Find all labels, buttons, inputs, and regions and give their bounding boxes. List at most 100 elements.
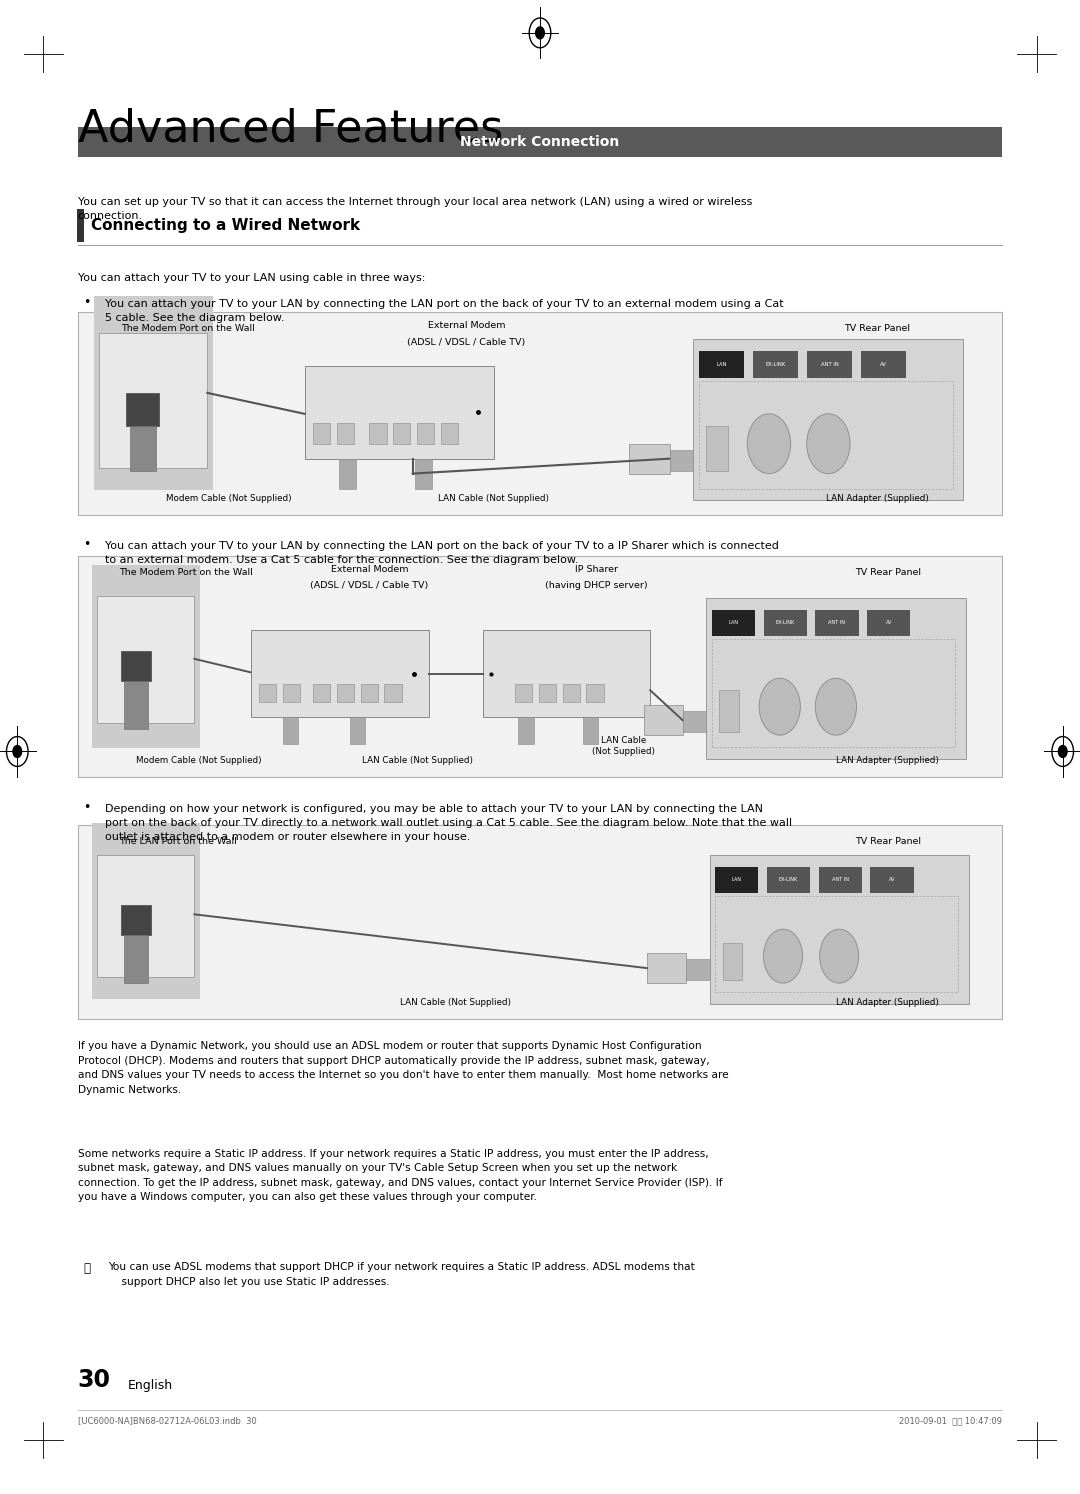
Text: You can set up your TV so that it can access the Internet through your local are: You can set up your TV so that it can ac… xyxy=(78,197,752,221)
Text: •: • xyxy=(83,801,91,814)
Text: LAN Cable (Not Supplied): LAN Cable (Not Supplied) xyxy=(438,495,549,503)
Text: If you have a Dynamic Network, you should use an ADSL modem or router that suppo: If you have a Dynamic Network, you shoul… xyxy=(78,1041,728,1095)
Circle shape xyxy=(759,678,800,735)
Bar xyxy=(313,423,330,444)
Text: The LAN Port on the Wall: The LAN Port on the Wall xyxy=(119,837,237,846)
Text: (ADSL / VDSL / Cable TV): (ADSL / VDSL / Cable TV) xyxy=(407,338,526,347)
Bar xyxy=(78,312,1002,515)
Text: 30: 30 xyxy=(78,1369,111,1392)
Bar xyxy=(518,717,534,744)
Bar xyxy=(337,423,354,444)
Text: ANT IN: ANT IN xyxy=(821,362,838,368)
Text: Some networks require a Static IP address. If your network requires a Static IP : Some networks require a Static IP addres… xyxy=(78,1149,723,1203)
Bar xyxy=(515,684,532,702)
Text: You can attach your TV to your LAN by connecting the LAN port on the back of you: You can attach your TV to your LAN by co… xyxy=(105,299,783,323)
Text: LAN Cable (Not Supplied): LAN Cable (Not Supplied) xyxy=(401,998,511,1007)
Bar xyxy=(283,717,298,744)
Text: Depending on how your network is configured, you may be able to attach your TV t: Depending on how your network is configu… xyxy=(105,804,792,841)
Text: LAN: LAN xyxy=(731,877,742,883)
Circle shape xyxy=(764,929,802,983)
Text: ⓑ: ⓑ xyxy=(83,1262,91,1276)
Text: Advanced Features: Advanced Features xyxy=(78,108,503,151)
Bar xyxy=(415,459,432,489)
Bar xyxy=(819,867,862,893)
Text: ANT IN: ANT IN xyxy=(828,620,846,626)
Bar xyxy=(715,867,758,893)
Bar xyxy=(647,953,686,983)
Bar xyxy=(723,943,742,980)
Bar xyxy=(361,684,378,702)
Text: 2010-09-01  오전 10:47:09: 2010-09-01 오전 10:47:09 xyxy=(900,1416,1002,1425)
Bar xyxy=(94,296,213,490)
Text: LAN Cable
(Not Supplied): LAN Cable (Not Supplied) xyxy=(592,737,654,756)
Bar xyxy=(629,444,670,474)
Bar xyxy=(417,423,434,444)
Bar xyxy=(867,610,910,636)
Text: •: • xyxy=(83,296,91,309)
Bar xyxy=(870,867,914,893)
Bar xyxy=(686,959,710,980)
Text: (having DHCP server): (having DHCP server) xyxy=(544,581,648,590)
Bar xyxy=(126,393,159,426)
Text: English: English xyxy=(127,1379,173,1392)
Circle shape xyxy=(1058,746,1067,757)
Bar xyxy=(337,684,354,702)
Bar xyxy=(313,684,330,702)
Bar xyxy=(861,351,906,378)
Bar xyxy=(97,596,194,723)
Text: EX-LINK: EX-LINK xyxy=(766,362,785,368)
Text: Network Connection: Network Connection xyxy=(460,134,620,149)
Bar xyxy=(339,459,356,489)
Bar xyxy=(77,209,84,242)
Text: You can use ADSL modems that support DHCP if your network requires a Static IP a: You can use ADSL modems that support DHC… xyxy=(108,1262,694,1286)
Text: LAN Adapter (Supplied): LAN Adapter (Supplied) xyxy=(836,998,940,1007)
Text: ANT IN: ANT IN xyxy=(832,877,849,883)
Bar xyxy=(121,905,151,935)
Text: AV: AV xyxy=(880,362,887,368)
Bar xyxy=(384,684,402,702)
Bar xyxy=(719,690,739,732)
Bar xyxy=(753,351,798,378)
Bar xyxy=(706,426,728,471)
Text: The Modem Port on the Wall: The Modem Port on the Wall xyxy=(121,324,255,333)
Bar xyxy=(305,366,494,459)
Circle shape xyxy=(13,746,22,757)
Bar xyxy=(712,639,955,747)
Bar xyxy=(92,565,200,748)
Bar xyxy=(78,556,1002,777)
Text: LAN Adapter (Supplied): LAN Adapter (Supplied) xyxy=(825,495,929,503)
Text: EX-LINK: EX-LINK xyxy=(775,620,795,626)
Bar xyxy=(683,711,706,732)
Bar xyxy=(670,450,693,471)
Text: LAN: LAN xyxy=(728,620,739,626)
Bar xyxy=(259,684,276,702)
Bar xyxy=(710,855,969,1004)
Bar xyxy=(97,855,194,977)
Text: Modem Cable (Not Supplied): Modem Cable (Not Supplied) xyxy=(136,756,261,765)
Text: TV Rear Panel: TV Rear Panel xyxy=(854,837,921,846)
Text: External Modem: External Modem xyxy=(330,565,408,574)
Bar xyxy=(586,684,604,702)
Circle shape xyxy=(807,414,850,474)
Text: (ADSL / VDSL / Cable TV): (ADSL / VDSL / Cable TV) xyxy=(310,581,429,590)
Bar xyxy=(251,630,429,717)
Circle shape xyxy=(747,414,791,474)
Bar xyxy=(644,705,683,735)
Bar xyxy=(764,610,807,636)
Bar xyxy=(815,610,859,636)
Bar xyxy=(441,423,458,444)
Text: AV: AV xyxy=(889,877,895,883)
Circle shape xyxy=(815,678,856,735)
Text: TV Rear Panel: TV Rear Panel xyxy=(854,568,921,577)
Bar xyxy=(699,351,744,378)
Circle shape xyxy=(820,929,859,983)
Bar xyxy=(78,825,1002,1019)
Circle shape xyxy=(536,27,544,39)
Bar xyxy=(121,651,151,681)
Bar xyxy=(124,935,148,983)
Text: Connecting to a Wired Network: Connecting to a Wired Network xyxy=(91,218,360,233)
Bar xyxy=(583,717,598,744)
Text: IP Sharer: IP Sharer xyxy=(575,565,618,574)
Text: LAN Cable (Not Supplied): LAN Cable (Not Supplied) xyxy=(363,756,473,765)
Bar xyxy=(130,426,156,471)
